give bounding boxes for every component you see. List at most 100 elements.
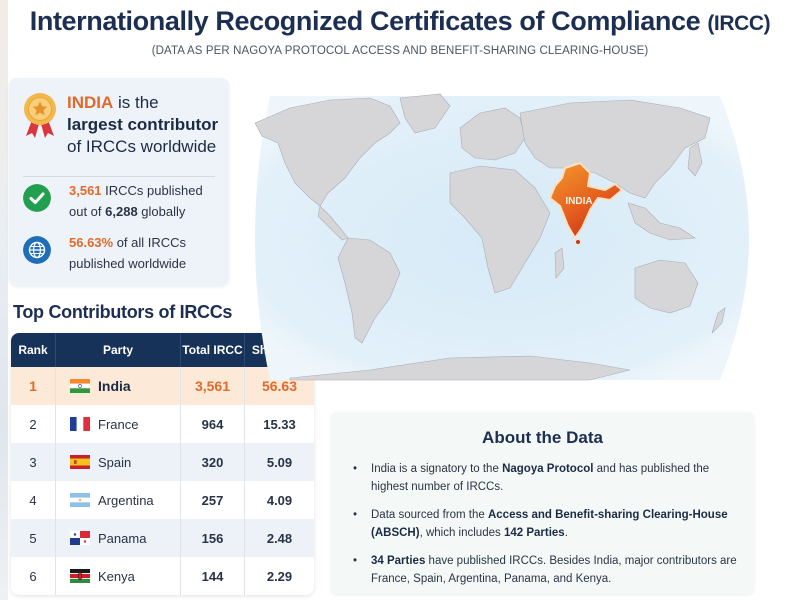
cell-rank: 6 <box>11 557 56 595</box>
europe <box>459 107 526 161</box>
award-medal-icon <box>24 93 56 138</box>
cell-party: India <box>56 367 181 405</box>
cell-total: 156 <box>181 519 245 557</box>
bullet-bold: 34 Parties <box>371 555 426 567</box>
highlight-line1: is the <box>113 93 159 112</box>
contributors-table: Rank Party Total IRCC Share (%) 1 India … <box>11 333 314 595</box>
about-bullet: Data sourced from the Access and Benefit… <box>349 506 740 542</box>
stat-published-text: 3,561 IRCCs published out of 6,288 globa… <box>69 180 203 222</box>
africa <box>449 165 551 294</box>
globe-icon <box>23 236 51 264</box>
about-bullet: India is a signatory to the Nagoya Proto… <box>349 460 740 496</box>
spain-flag-icon <box>70 455 90 469</box>
cell-party: Spain <box>56 443 181 481</box>
cell-rank: 5 <box>11 519 56 557</box>
cell-total: 3,561 <box>181 367 245 405</box>
cell-rank: 3 <box>11 443 56 481</box>
col-header-party: Party <box>56 333 181 367</box>
stat-share-label2: published worldwide <box>69 256 187 271</box>
india-map-label: INDIA <box>565 196 592 207</box>
japan <box>687 142 703 177</box>
bullet-text: . <box>564 527 568 539</box>
stat-published-value: 3,561 <box>69 183 102 198</box>
antarctica <box>289 355 631 381</box>
cell-share: 56.63 <box>261 378 298 394</box>
check-circle-icon <box>23 184 51 212</box>
north-america <box>254 97 401 207</box>
highlight-country: INDIA <box>67 93 114 112</box>
party-name: India <box>98 378 131 394</box>
southeast-asia <box>627 202 696 241</box>
world-map: INDIA <box>254 93 749 381</box>
india-flag-icon <box>70 379 90 393</box>
france-flag-icon <box>70 417 90 431</box>
divider <box>23 176 215 177</box>
cell-rank: 4 <box>11 481 56 519</box>
bullet-text: have published IRCCs. Besides India, maj… <box>371 555 737 585</box>
cell-rank: 2 <box>11 405 56 443</box>
cell-total: 257 <box>181 481 245 519</box>
cell-total: 320 <box>181 443 245 481</box>
about-title: About the Data <box>482 428 603 447</box>
cell-total: 144 <box>181 557 245 595</box>
stat-published-label: IRCCs published <box>101 183 203 198</box>
party-name: Argentina <box>98 492 154 508</box>
panama-flag-icon <box>70 531 90 545</box>
cell-rank: 1 <box>11 367 56 405</box>
central-america <box>317 205 349 241</box>
stat-published-suffix: globally <box>137 204 186 219</box>
stat-published-prefix: out of <box>69 204 106 219</box>
party-name: Kenya <box>98 568 135 584</box>
cell-party: Argentina <box>56 481 181 519</box>
table-row: 3 Spain 320 5.09 <box>11 443 314 481</box>
about-panel: About the Data India is a signatory to t… <box>331 412 754 594</box>
col-header-rank: Rank <box>11 333 56 367</box>
argentina-flag-icon <box>70 493 90 507</box>
table-row: 4 Argentina 257 4.09 <box>11 481 314 519</box>
asia <box>519 99 711 199</box>
bullet-text: Data sourced from the <box>371 509 488 521</box>
cell-share: 5.09 <box>266 454 293 470</box>
cell-party: Panama <box>56 519 181 557</box>
bullet-text: and has published the highest number of … <box>371 463 710 493</box>
page-title-text: Internationally Recognized Certificates … <box>29 6 701 36</box>
col-header-total: Total IRCC <box>181 333 245 367</box>
india-highlight: INDIA <box>548 161 624 245</box>
cell-total: 964 <box>181 405 245 443</box>
stat-global-total: 6,288 <box>105 204 138 219</box>
south-america <box>337 237 401 344</box>
bullet-bold: Nagoya Protocol <box>502 463 594 475</box>
table-row: 1 India 3,561 56.63 <box>11 367 314 405</box>
bullet-text: India is a signatory to the <box>371 463 503 475</box>
stat-share-text: 56.63% of all IRCCs published worldwide <box>69 232 186 274</box>
cell-party: France <box>56 405 181 443</box>
stat-share-value: 56.63% <box>69 235 114 250</box>
page-title: Internationally Recognized Certificates … <box>0 6 800 37</box>
greenland <box>399 93 451 134</box>
party-name: Spain <box>98 454 132 470</box>
cell-share: 2.48 <box>266 530 293 546</box>
kenya-flag-icon <box>70 569 90 583</box>
table-row: 6 Kenya 144 2.29 <box>11 557 314 595</box>
cell-party: Kenya <box>56 557 181 595</box>
highlight-line3: of IRCCs worldwide <box>67 137 217 156</box>
party-name: France <box>98 416 139 432</box>
australia <box>634 259 699 314</box>
bullet-bold: 142 Parties <box>503 527 565 539</box>
bullet-bold: Access and Benefit-sharing Clearing-Hous… <box>371 509 728 539</box>
madagascar <box>554 247 565 279</box>
left-edge-decoration <box>0 0 8 600</box>
table-row: 5 Panama 156 2.48 <box>11 519 314 557</box>
table-row: 2 France 964 15.33 <box>11 405 314 443</box>
cell-share: 15.33 <box>263 416 296 432</box>
about-list: India is a signatory to the Nagoya Proto… <box>349 460 740 598</box>
cell-share: 2.29 <box>266 568 293 584</box>
highlight-card: INDIA is the largest contributor of IRCC… <box>9 78 229 286</box>
bullet-text: , which includes <box>419 527 504 539</box>
cell-share: 4.09 <box>266 492 293 508</box>
highlight-line2: largest contributor <box>67 115 219 134</box>
party-name: Panama <box>98 530 147 546</box>
highlight-headline: INDIA is the largest contributor of IRCC… <box>67 92 218 158</box>
about-bullet: 34 Parties have published IRCCs. Besides… <box>349 552 740 588</box>
page-title-suffix: (IRCC) <box>707 12 771 35</box>
